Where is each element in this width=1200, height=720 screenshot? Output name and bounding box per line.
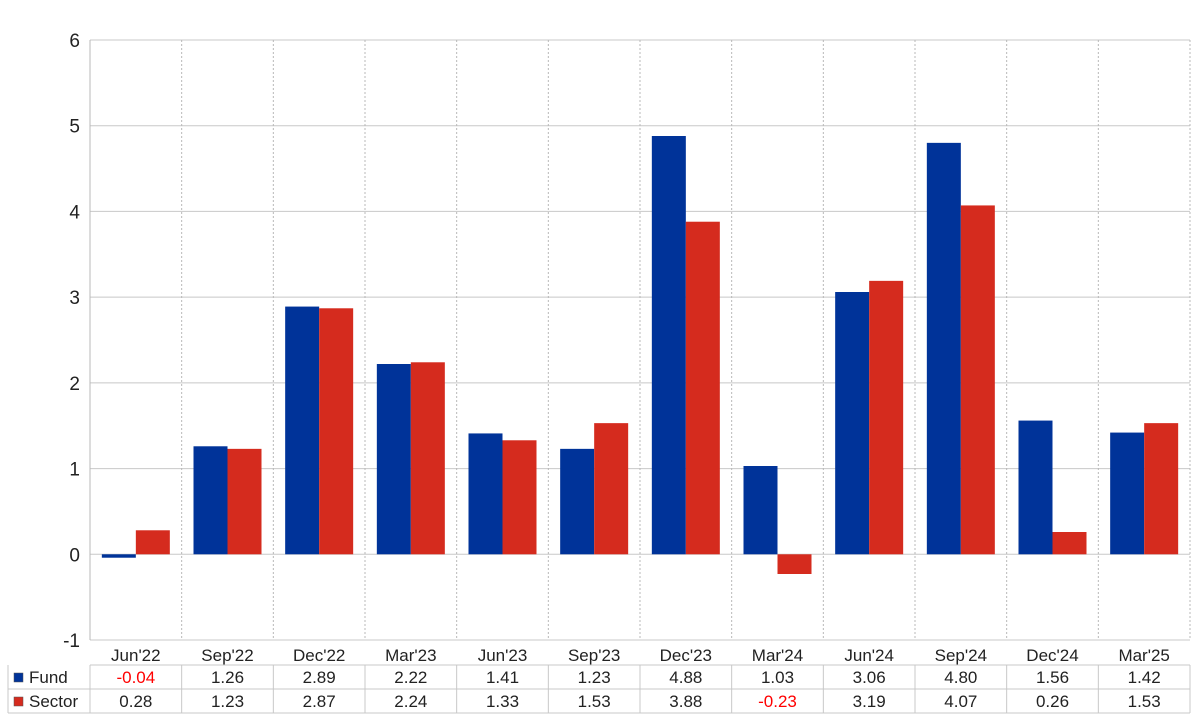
value-label-sector: -0.23 <box>758 692 797 711</box>
bar-sector-3 <box>410 362 445 555</box>
bar-sector-9 <box>960 205 995 555</box>
bar-sector-10 <box>1052 532 1087 555</box>
bar-sector-0 <box>135 530 170 555</box>
bar-fund-4 <box>468 433 503 555</box>
bar-fund-7 <box>743 466 778 555</box>
category-label: Dec'23 <box>660 646 712 665</box>
value-label-fund: 1.41 <box>486 668 519 687</box>
category-label: Mar'24 <box>752 646 803 665</box>
bar-fund-6 <box>651 136 686 555</box>
bar-sector-1 <box>227 448 262 555</box>
value-label-fund: 1.23 <box>578 668 611 687</box>
category-label: Dec'22 <box>293 646 345 665</box>
y-tick-label: 2 <box>69 374 80 395</box>
bar-fund-2 <box>285 306 320 555</box>
bar-sector-5 <box>594 423 629 555</box>
value-label-fund: 1.26 <box>211 668 244 687</box>
value-label-sector: 1.53 <box>578 692 611 711</box>
bar-fund-8 <box>835 292 870 555</box>
data-table: Jun'22 Sep'22 Dec'22 Mar'23 Jun'23 Sep'23 Dec'… <box>7 646 1191 714</box>
value-label-fund: -0.04 <box>116 668 155 687</box>
y-tick-label: 1 <box>69 460 80 481</box>
value-label-fund: 1.56 <box>1036 668 1069 687</box>
bar-sector-7 <box>777 554 812 574</box>
value-label-sector: 1.33 <box>486 692 519 711</box>
chart-grid <box>89 39 1191 641</box>
category-label: Sep'22 <box>201 646 253 665</box>
value-label-sector: 2.24 <box>394 692 427 711</box>
category-label: Dec'24 <box>1026 646 1078 665</box>
value-label-fund: 4.80 <box>944 668 977 687</box>
value-label-sector: 1.53 <box>1128 692 1161 711</box>
value-label-fund: 2.22 <box>394 668 427 687</box>
y-tick-label: 6 <box>69 31 80 52</box>
bar-fund-10 <box>1018 420 1053 555</box>
bar-fund-0 <box>101 554 136 558</box>
bar-sector-6 <box>685 221 720 555</box>
legend-swatch-sector <box>13 696 24 707</box>
category-label: Mar'25 <box>1118 646 1169 665</box>
y-tick-label: 4 <box>69 202 80 223</box>
bar-fund-5 <box>560 448 595 555</box>
y-tick-label: 3 <box>69 288 80 309</box>
chart-bars <box>101 136 1179 574</box>
legend-label-fund: Fund <box>29 668 68 687</box>
bar-sector-11 <box>1144 423 1179 555</box>
category-label: Mar'23 <box>385 646 436 665</box>
value-label-sector: 4.07 <box>944 692 977 711</box>
value-label-sector: 3.88 <box>669 692 702 711</box>
bar-fund-9 <box>926 142 961 555</box>
y-tick-label: 5 <box>69 117 80 138</box>
value-label-sector: 1.23 <box>211 692 244 711</box>
bar-sector-8 <box>869 280 904 555</box>
bar-fund-3 <box>376 364 411 555</box>
value-label-fund: 2.89 <box>303 668 336 687</box>
legend-swatch-fund <box>13 672 24 683</box>
y-tick-label: 0 <box>69 545 80 566</box>
value-label-sector: 3.19 <box>853 692 886 711</box>
category-label: Sep'24 <box>935 646 987 665</box>
value-label-sector: 2.87 <box>303 692 336 711</box>
bar-fund-1 <box>193 446 228 555</box>
y-axis: -1 0 1 2 3 4 5 6 <box>63 31 80 652</box>
value-label-fund: 4.88 <box>669 668 702 687</box>
value-label-fund: 3.06 <box>853 668 886 687</box>
value-label-fund: 1.03 <box>761 668 794 687</box>
value-label-sector: 0.26 <box>1036 692 1069 711</box>
category-label: Sep'23 <box>568 646 620 665</box>
value-label-fund: 1.42 <box>1128 668 1161 687</box>
bar-sector-4 <box>502 440 537 555</box>
category-label: Jun'24 <box>844 646 894 665</box>
bar-sector-2 <box>319 308 354 555</box>
category-label: Jun'23 <box>478 646 528 665</box>
value-label-sector: 0.28 <box>119 692 152 711</box>
y-tick-label: -1 <box>63 631 80 652</box>
legend-label-sector: Sector <box>29 692 78 711</box>
category-label: Jun'22 <box>111 646 161 665</box>
bar-fund-11 <box>1110 432 1145 555</box>
